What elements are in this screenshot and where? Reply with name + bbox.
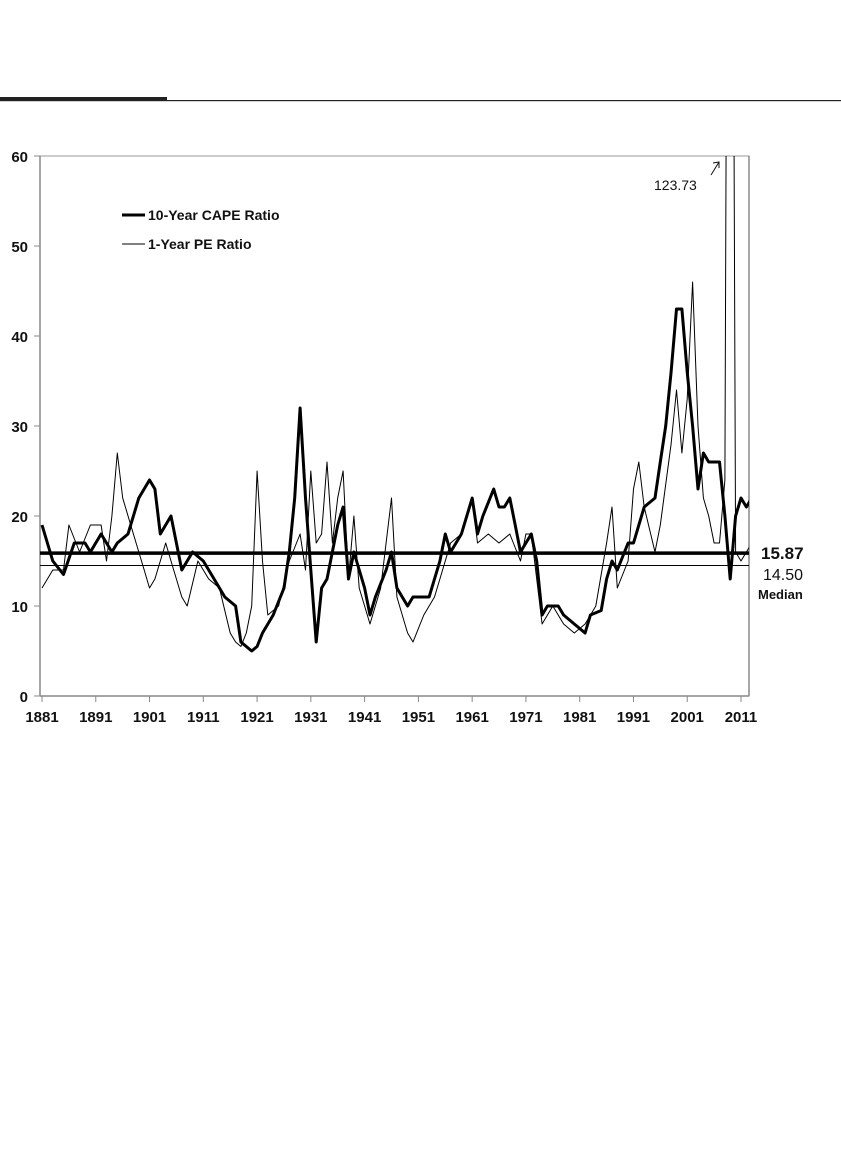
x-tick-label: 1961 [455, 709, 488, 726]
annotation-arrowhead [712, 161, 720, 168]
pe-ratio-line [41, 156, 749, 647]
header-rule-thick [0, 97, 167, 101]
y-tick-label: 20 [11, 509, 28, 526]
x-tick-label: 1971 [509, 709, 542, 726]
y-tick-label: 0 [20, 689, 28, 706]
x-tick-label: 1951 [402, 709, 435, 726]
x-tick-label: 1921 [240, 709, 273, 726]
x-tick-label: 1881 [25, 709, 58, 726]
x-tick-label: 1901 [133, 709, 166, 726]
annotation-peak-value: 123.73 [654, 177, 697, 193]
x-tick-label: 1941 [348, 709, 381, 726]
y-tick-label: 50 [11, 239, 28, 256]
x-tick-label: 2011 [725, 709, 758, 726]
x-tick-label: 1981 [563, 709, 596, 726]
legend-label-cape: 10-Year CAPE Ratio [148, 207, 280, 223]
x-tick-label: 2001 [671, 709, 704, 726]
y-tick-label: 30 [11, 419, 28, 436]
pe-median-value-label: 14.50 [763, 567, 803, 584]
cape-ratio-line [40, 307, 749, 653]
y-tick-label: 40 [11, 329, 28, 346]
x-tick-label: 1911 [187, 709, 220, 726]
x-tick-label: 1991 [617, 709, 650, 726]
legend-label-pe: 1-Year PE Ratio [148, 236, 252, 252]
annotation-arrow [710, 161, 720, 176]
y-tick-label: 10 [11, 599, 28, 616]
plot-area [39, 155, 750, 697]
header-rule [0, 100, 841, 102]
median-label: Median [758, 587, 803, 602]
cape-mean-label: 15.87 [761, 544, 804, 563]
y-tick-label: 60 [11, 149, 28, 166]
x-tick-label: 1931 [294, 709, 327, 726]
x-tick-label: 1891 [79, 709, 112, 726]
